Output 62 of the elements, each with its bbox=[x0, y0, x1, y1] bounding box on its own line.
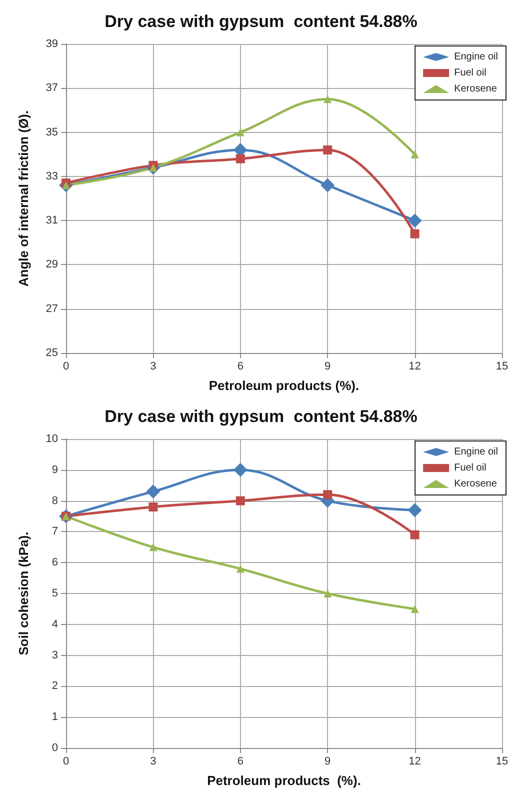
point bbox=[408, 214, 422, 228]
point bbox=[410, 229, 420, 238]
x-axis-title: Petroleum products (%). bbox=[208, 378, 360, 393]
point bbox=[410, 604, 419, 613]
y-tick-label: 39 bbox=[46, 38, 58, 50]
y-tick-label: 10 bbox=[46, 433, 58, 445]
y-tick-label: 33 bbox=[46, 170, 58, 182]
x-tick-label: 6 bbox=[237, 756, 244, 768]
y-tick-label: 0 bbox=[52, 742, 58, 754]
y-axis-title: Soil cohesion (kPa). bbox=[16, 532, 31, 656]
x-tick-label: 12 bbox=[408, 360, 421, 372]
point bbox=[236, 128, 244, 136]
legend-label: Kerosene bbox=[454, 84, 498, 94]
point bbox=[148, 502, 158, 512]
x-tick-label: 9 bbox=[324, 360, 331, 372]
x-tick-label: 3 bbox=[150, 360, 156, 372]
x-tick-label: 15 bbox=[496, 360, 508, 372]
point bbox=[410, 530, 420, 540]
y-tick-label: 3 bbox=[52, 649, 58, 662]
point bbox=[236, 496, 245, 506]
y-tick-label: 6 bbox=[52, 556, 58, 569]
x-tick-label: 0 bbox=[62, 756, 70, 768]
point bbox=[236, 154, 245, 164]
y-tick-label: 7 bbox=[52, 526, 58, 538]
point bbox=[236, 564, 244, 573]
x-tick-label: 3 bbox=[150, 756, 156, 768]
y-tick-label: 35 bbox=[46, 126, 58, 138]
legend-label: Fuel oil bbox=[454, 68, 486, 78]
y-tick-label: 27 bbox=[46, 302, 58, 315]
x-tick-label: 12 bbox=[408, 756, 421, 768]
point bbox=[324, 95, 332, 104]
y-axis-title: Angle of internal friction (Ø). bbox=[16, 110, 31, 287]
legend-label: Engine oil bbox=[454, 52, 498, 62]
legend-label: Fuel oil bbox=[454, 462, 486, 474]
x-axis-title: Petroleum products (%). bbox=[207, 773, 361, 788]
y-tick-label: 9 bbox=[52, 464, 58, 476]
y-tick-label: 25 bbox=[46, 347, 58, 359]
x-tick-label: 15 bbox=[496, 756, 508, 768]
point bbox=[323, 145, 332, 154]
point bbox=[408, 503, 422, 518]
x-tick-label: 9 bbox=[324, 756, 331, 768]
legend-label: Engine oil bbox=[454, 446, 498, 458]
y-tick-label: 4 bbox=[52, 618, 58, 630]
point bbox=[410, 150, 419, 158]
point bbox=[146, 484, 160, 499]
y-tick-label: 31 bbox=[46, 214, 58, 227]
x-tick-label: 6 bbox=[237, 360, 244, 372]
chart-title: Dry case with gypsum content 54.88% bbox=[104, 407, 418, 426]
point bbox=[233, 462, 248, 477]
y-tick-label: 2 bbox=[52, 680, 58, 692]
chart-title: Dry case with gypsum content 54.88% bbox=[104, 12, 418, 31]
x-tick-label: 0 bbox=[62, 360, 70, 372]
y-tick-label: 29 bbox=[46, 258, 58, 271]
y-tick-label: 1 bbox=[52, 711, 58, 724]
y-tick-label: 37 bbox=[46, 82, 58, 94]
y-tick-label: 5 bbox=[52, 588, 58, 600]
legend-label: Kerosene bbox=[454, 478, 498, 490]
point bbox=[323, 490, 332, 500]
point bbox=[149, 543, 158, 552]
point bbox=[320, 178, 335, 192]
y-tick-label: 8 bbox=[52, 494, 58, 507]
point bbox=[324, 590, 332, 598]
